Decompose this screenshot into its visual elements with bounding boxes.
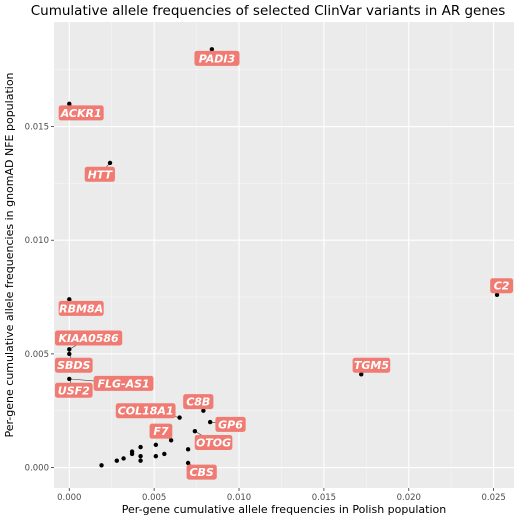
data-point <box>129 451 135 457</box>
gene-label: PADI3 <box>194 50 240 66</box>
data-point <box>67 376 72 382</box>
data-point <box>185 447 191 452</box>
gene-label-box <box>55 330 123 346</box>
gene-label: C8B <box>183 394 214 410</box>
gene-label-box <box>490 278 513 294</box>
gene-label: OTOG <box>194 435 233 451</box>
gene-labels: PADI3 ACKR1 HTT C2 RBM8A KIAA0586 SBDS USF2 FLG-… <box>55 50 513 480</box>
gene-label-box <box>58 105 104 121</box>
data-point <box>177 415 182 420</box>
gene-label: TGM5 <box>352 357 391 373</box>
y-axis-title: Per-gene cumulative allele frequencies i… <box>3 72 16 437</box>
gene-label: HTT <box>84 166 115 182</box>
x-tick-label: 0.005 <box>142 493 166 503</box>
gene-label-text: RBM8A <box>59 302 103 315</box>
x-tick-label: 0.000 <box>57 493 81 503</box>
gene-label-text: COL18A1 <box>118 405 174 418</box>
y-tick-label: 0.005 <box>25 350 49 360</box>
gene-label-box <box>93 375 154 391</box>
x-tick-label: 0.015 <box>312 493 336 503</box>
data-point <box>138 458 143 463</box>
data-point <box>67 101 72 107</box>
gene-label-box <box>55 382 93 398</box>
gene-label-box <box>194 50 240 66</box>
data-point <box>162 451 167 457</box>
chart-title: Cumulative allele frequencies of selecte… <box>31 3 506 19</box>
gene-label-box <box>183 394 214 410</box>
data-point <box>168 438 174 443</box>
data-point <box>207 419 213 425</box>
x-tick-label: 0.020 <box>397 493 421 503</box>
gene-label-text: TGM5 <box>354 359 389 372</box>
gene-label: KIAA0586 <box>55 330 123 346</box>
data-point <box>192 428 198 434</box>
data-point <box>209 47 215 52</box>
gene-label-box <box>149 423 173 439</box>
gene-label-text: F7 <box>153 425 169 438</box>
data-point <box>153 442 159 448</box>
gene-label-box <box>186 464 217 480</box>
gene-label-text: C8B <box>186 396 210 409</box>
axis-ticks: 0.000 0.005 0.010 0.015 0.020 0.025 0.000 0.005… <box>25 123 506 503</box>
data-point <box>138 444 143 450</box>
y-tick-label: 0.000 <box>25 464 49 474</box>
y-tick-label: 0.015 <box>25 123 49 133</box>
gene-label-text: USF2 <box>58 384 90 397</box>
data-point <box>99 463 104 468</box>
gene-label: FLG-AS1 <box>93 375 154 391</box>
data-point <box>201 408 206 413</box>
data-points <box>67 47 500 468</box>
gene-label-box <box>215 416 246 432</box>
data-point <box>185 460 191 466</box>
x-axis-title: Per-gene cumulative allele frequencies i… <box>122 503 446 516</box>
x-tick-label: 0.025 <box>481 493 505 503</box>
x-tick-label: 0.010 <box>227 493 251 503</box>
gene-label-text: C2 <box>494 280 510 293</box>
gene-label-text: KIAA0586 <box>58 332 119 345</box>
gene-label-text: CBS <box>189 466 213 479</box>
data-point <box>67 351 72 357</box>
gene-label-box <box>84 166 115 182</box>
gene-label-box <box>55 357 93 373</box>
gene-label-text: OTOG <box>196 437 231 450</box>
gene-label-text: ACKR1 <box>60 107 102 120</box>
gene-label-box <box>352 357 391 373</box>
gene-label-box <box>58 300 104 316</box>
gene-label-text: SBDS <box>57 359 90 372</box>
gene-label-text: HTT <box>88 168 114 181</box>
data-point <box>359 372 364 377</box>
gene-label-box <box>194 435 233 451</box>
gene-label: F7 <box>149 423 173 439</box>
y-tick-label: 0.010 <box>25 236 49 246</box>
gene-label-text: PADI3 <box>199 52 236 65</box>
gene-label: USF2 <box>55 382 93 398</box>
gene-label: COL18A1 <box>115 403 176 419</box>
data-point <box>67 297 72 302</box>
gene-label: ACKR1 <box>58 105 104 121</box>
gene-label: CBS <box>186 464 217 480</box>
data-point <box>494 292 500 297</box>
data-point <box>121 456 126 461</box>
gene-label: SBDS <box>55 357 93 373</box>
gene-label-text: GP6 <box>218 418 243 431</box>
data-point <box>153 453 159 459</box>
gene-label-box <box>115 403 176 419</box>
data-point <box>114 458 120 463</box>
data-point <box>138 453 143 459</box>
gene-label: C2 <box>490 278 513 294</box>
gene-label: GP6 <box>215 416 246 432</box>
gene-label-text: FLG-AS1 <box>97 377 149 390</box>
gene-label: RBM8A <box>58 300 104 316</box>
data-point <box>107 160 113 166</box>
data-point <box>67 347 72 352</box>
